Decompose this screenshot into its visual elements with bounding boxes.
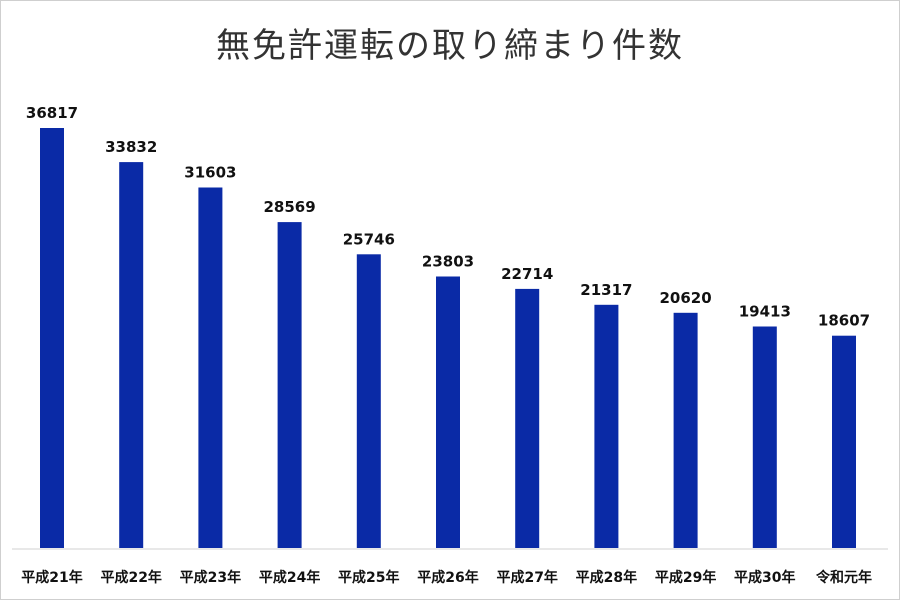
x-tick-label-4: 平成25年 xyxy=(338,569,399,586)
x-tick-label-3: 平成24年 xyxy=(259,569,320,586)
data-label-7: 21317 xyxy=(580,281,632,299)
x-tick-label-5: 平成26年 xyxy=(417,569,478,586)
bar-3 xyxy=(277,222,302,548)
data-labels-group: 36817 33832 31603 28569 25746 23803 22714 21317… xyxy=(26,104,870,330)
data-label-1: 33832 xyxy=(105,138,157,156)
bar-4 xyxy=(356,254,381,549)
data-label-3: 28569 xyxy=(264,198,316,216)
x-tick-label-6: 平成27年 xyxy=(496,569,557,586)
bar-5 xyxy=(436,276,460,548)
bar-1 xyxy=(119,162,144,548)
bar-10 xyxy=(832,335,856,548)
data-label-6: 22714 xyxy=(501,265,553,283)
bar-8 xyxy=(673,312,698,548)
x-tick-label-10: 令和元年 xyxy=(815,569,872,586)
data-label-8: 20620 xyxy=(660,289,712,307)
x-tick-labels-group: 平成21年 平成22年 平成23年 平成24年 平成25年 平成26年 平成27年 平成28年… xyxy=(21,569,872,586)
data-label-4: 25746 xyxy=(343,230,395,248)
bars-group xyxy=(40,128,856,549)
x-tick-label-9: 平成30年 xyxy=(734,569,795,586)
data-label-5: 23803 xyxy=(422,253,474,271)
bar-7 xyxy=(594,304,619,548)
chart-title: 無免許運転の取り締まり件数 xyxy=(216,26,684,66)
data-label-9: 19413 xyxy=(739,303,791,321)
data-label-2: 31603 xyxy=(184,164,236,182)
bar-9 xyxy=(752,326,777,548)
x-tick-label-7: 平成28年 xyxy=(576,569,637,586)
data-label-10: 18607 xyxy=(818,312,870,330)
x-tick-label-0: 平成21年 xyxy=(21,569,82,586)
x-tick-label-2: 平成23年 xyxy=(180,569,241,586)
bar-2 xyxy=(198,187,223,548)
x-tick-label-8: 平成29年 xyxy=(655,569,716,586)
bar-6 xyxy=(515,288,540,548)
x-tick-label-1: 平成22年 xyxy=(100,569,161,586)
bar-0 xyxy=(40,128,64,548)
data-label-0: 36817 xyxy=(26,104,78,122)
